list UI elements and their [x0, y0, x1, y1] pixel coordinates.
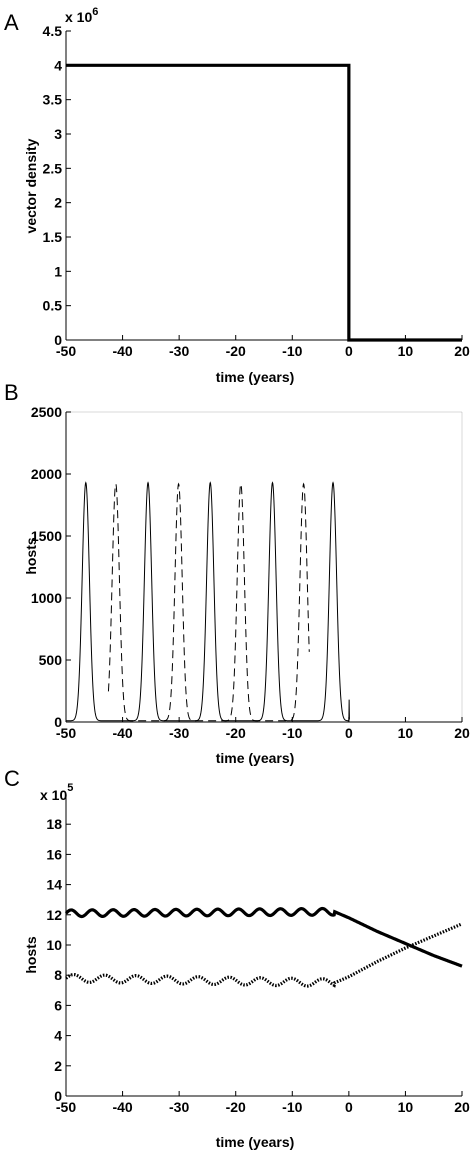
y-tick-label: 2.5: [43, 160, 63, 176]
panel-c-scale-prefix: x 105: [40, 782, 73, 803]
panel-b-letter: B: [4, 380, 19, 405]
x-tick-label: 0: [345, 725, 353, 741]
y-tick-label: 3.5: [43, 92, 63, 108]
x-tick-label: -40: [112, 725, 132, 741]
panel-a-y-axis-title: vector density: [23, 138, 39, 233]
panel-a-scale-exponent: 6: [92, 6, 98, 18]
x-tick-label: -30: [169, 1099, 189, 1115]
y-tick-label: 14: [46, 877, 62, 893]
y-tick-label: 4.5: [43, 23, 63, 39]
y-tick-label: 4: [54, 57, 62, 73]
y-tick-label: 12: [46, 907, 62, 923]
x-tick-label: -50: [56, 725, 76, 741]
x-tick-label: -10: [282, 1099, 302, 1115]
x-tick-label: -30: [169, 725, 189, 741]
panel-b-x-axis-title: time (years): [216, 750, 295, 766]
x-tick-label: 0: [345, 1099, 353, 1115]
y-tick-label: 2000: [31, 466, 62, 482]
y-tick-label: 1: [54, 263, 62, 279]
panel-c-x-axis-title: time (years): [216, 1134, 295, 1150]
y-tick-label: 2: [54, 195, 62, 211]
series-line-1: [66, 481, 350, 722]
x-tick-label: -10: [282, 343, 302, 359]
y-tick-label: 8: [54, 967, 62, 983]
x-tick-label: 10: [398, 1099, 414, 1115]
x-tick-label: -50: [56, 1099, 76, 1115]
panel-a-vector-density-chart: A x 106 vector density time (years) -50 -…: [4, 6, 470, 385]
y-tick-label: 1000: [31, 590, 62, 606]
series-line-1: [66, 63, 462, 342]
x-tick-label: 10: [398, 343, 414, 359]
series-line-1: [64, 906, 463, 968]
y-tick-label: 2: [54, 1058, 62, 1074]
panel-c-scale-exponent: 5: [67, 782, 73, 794]
y-tick-label: 6: [54, 997, 62, 1013]
panel-a-scale-prefix: x 106: [65, 6, 98, 25]
y-tick-label: 1.5: [43, 229, 63, 245]
x-tick-label: 20: [454, 343, 470, 359]
x-tick-label: 20: [454, 1099, 470, 1115]
y-tick-label: 0: [54, 714, 62, 730]
panel-b-y-axis-title: hosts: [23, 537, 39, 575]
y-tick-label: 3: [54, 126, 62, 142]
x-tick-label: -20: [226, 1099, 246, 1115]
y-tick-label: 1500: [31, 528, 62, 544]
panel-a-x-axis-title: time (years): [216, 369, 295, 385]
x-tick-label: -30: [169, 343, 189, 359]
panel-a-scale-base: x 10: [65, 9, 92, 25]
x-tick-label: -10: [282, 725, 302, 741]
panel-c-y-axis-title: hosts: [23, 936, 39, 974]
series-line-2: [107, 482, 310, 722]
x-tick-label: -40: [112, 1099, 132, 1115]
panel-c-scale-base: x 10: [40, 787, 67, 803]
x-tick-label: 10: [398, 725, 414, 741]
y-tick-label: 0: [54, 1088, 62, 1104]
y-tick-label: 500: [39, 652, 63, 668]
panel-c-hosts-chart: C x 105 hosts time (years) -50 -40 -30 -20 -…: [4, 766, 470, 1150]
x-tick-label: 20: [454, 725, 470, 741]
series-line-2: [65, 922, 463, 988]
panel-a-letter: A: [4, 10, 19, 35]
x-tick-label: -20: [226, 343, 246, 359]
x-tick-label: 0: [345, 343, 353, 359]
y-tick-label: 0: [54, 332, 62, 348]
panel-b-hosts-chart: B hosts time (years) -50 -40 -30 -20 -10 0 10 2…: [4, 380, 470, 766]
y-tick-label: 10: [46, 937, 62, 953]
y-tick-label: 2500: [31, 404, 62, 420]
panel-c-letter: C: [4, 766, 20, 791]
x-tick-label: -40: [112, 343, 132, 359]
x-tick-label: -50: [56, 343, 76, 359]
y-tick-label: 4: [54, 1028, 62, 1044]
x-tick-label: -20: [226, 725, 246, 741]
y-tick-label: 18: [46, 816, 62, 832]
y-tick-label: 0.5: [43, 298, 63, 314]
y-tick-label: 16: [46, 846, 62, 862]
